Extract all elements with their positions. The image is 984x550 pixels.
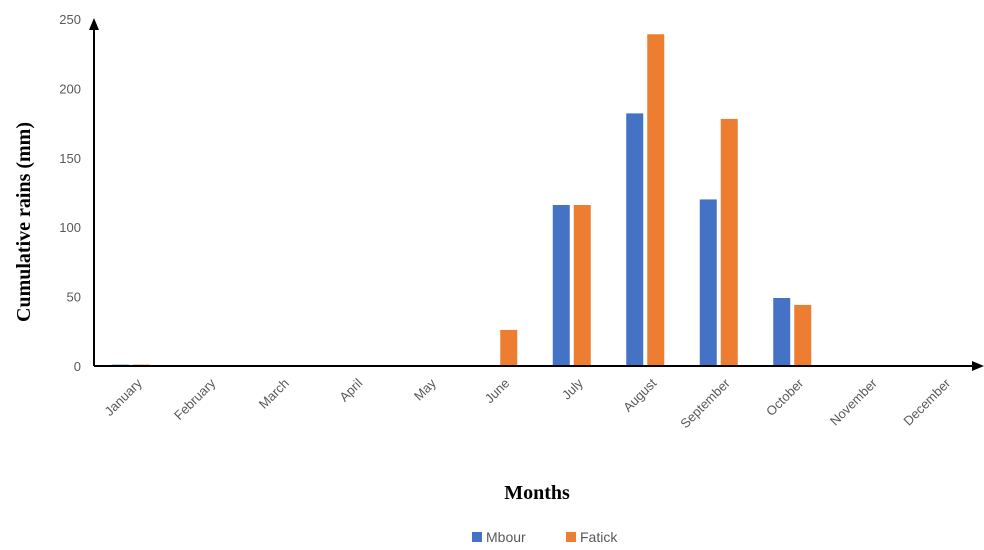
y-tick-label: 200 xyxy=(59,81,81,96)
legend-label-mbour: Mbour xyxy=(486,529,526,545)
x-tick-label-january: January xyxy=(102,375,146,419)
bar-mbour-october xyxy=(773,297,791,366)
x-tick-label-december: December xyxy=(900,375,953,428)
bar-fatick-july xyxy=(573,204,591,366)
bar-fatick-august xyxy=(647,34,665,366)
y-axis-arrow xyxy=(89,18,99,30)
x-tick-label-august: August xyxy=(620,375,659,414)
y-tick-label: 100 xyxy=(59,220,81,235)
legend-swatch-fatick xyxy=(566,532,576,542)
x-axis-title: Months xyxy=(504,482,570,504)
x-tick-label-april: April xyxy=(336,375,365,404)
x-tick-label-february: February xyxy=(171,375,219,423)
bar-mbour-september xyxy=(699,199,717,366)
y-tick-label: 150 xyxy=(59,151,81,166)
y-axis-title: Cumulative rains (mm) xyxy=(13,122,35,322)
x-axis-arrow xyxy=(972,361,984,371)
x-tick-label-june: June xyxy=(482,376,513,407)
x-tick-label-march: March xyxy=(256,376,292,412)
legend-label-fatick: Fatick xyxy=(580,529,618,545)
x-tick-label-october: October xyxy=(763,375,807,419)
y-tick-label: 0 xyxy=(74,359,81,374)
x-tick-label-may: May xyxy=(411,375,439,403)
y-tick-label: 50 xyxy=(67,290,81,305)
bar-mbour-august xyxy=(626,113,644,366)
x-tick-label-november: November xyxy=(827,375,880,428)
bar-mbour-july xyxy=(552,204,570,366)
y-tick-label: 250 xyxy=(59,12,81,27)
x-tick-label-july: July xyxy=(559,375,586,402)
bar-fatick-june xyxy=(500,329,518,366)
legend-swatch-mbour xyxy=(472,532,482,542)
bar-fatick-october xyxy=(794,304,812,366)
bar-fatick-september xyxy=(720,118,738,366)
legend: Mbour Fatick xyxy=(472,529,618,545)
x-tick-label-september: September xyxy=(677,375,733,431)
